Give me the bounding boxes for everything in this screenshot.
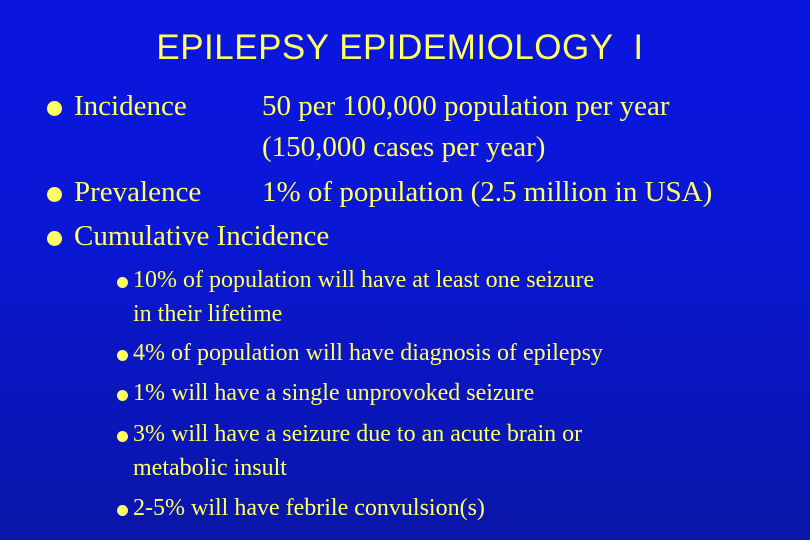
sub-item-text: 10% of population will have at least one… (133, 267, 595, 293)
bullet-icon (47, 101, 62, 116)
cumulative-incidence-label: Cumulative Incidence (74, 220, 330, 252)
sub-item-text-cont: metabolic insult (133, 455, 287, 481)
incidence-value: 50 per 100,000 population per year (262, 90, 670, 122)
incidence-value-cont: (150,000 cases per year) (262, 131, 546, 163)
sub-bullet-icon (117, 505, 128, 516)
sub-item-text: 3% will have a seizure due to an acute b… (133, 421, 583, 447)
incidence-label: Incidence (74, 90, 187, 122)
bullet-icon (47, 231, 62, 246)
slide-title: EPILEPSY EPIDEMIOLOGY I (156, 28, 644, 67)
sub-item-text: 2-5% will have febrile convulsion(s) (133, 495, 485, 521)
sub-bullet-icon (117, 277, 128, 288)
bullet-icon (47, 187, 62, 202)
sub-item-text: 1% will have a single unprovoked seizure (133, 380, 535, 406)
sub-item-text-cont: in their lifetime (133, 301, 283, 327)
sub-bullet-icon (117, 431, 128, 442)
sub-bullet-icon (117, 350, 128, 361)
sub-bullet-icon (117, 390, 128, 401)
sub-item-text: 4% of population will have diagnosis of … (133, 340, 603, 366)
prevalence-label: Prevalence (74, 176, 202, 208)
prevalence-value: 1% of population (2.5 million in USA) (262, 176, 713, 208)
